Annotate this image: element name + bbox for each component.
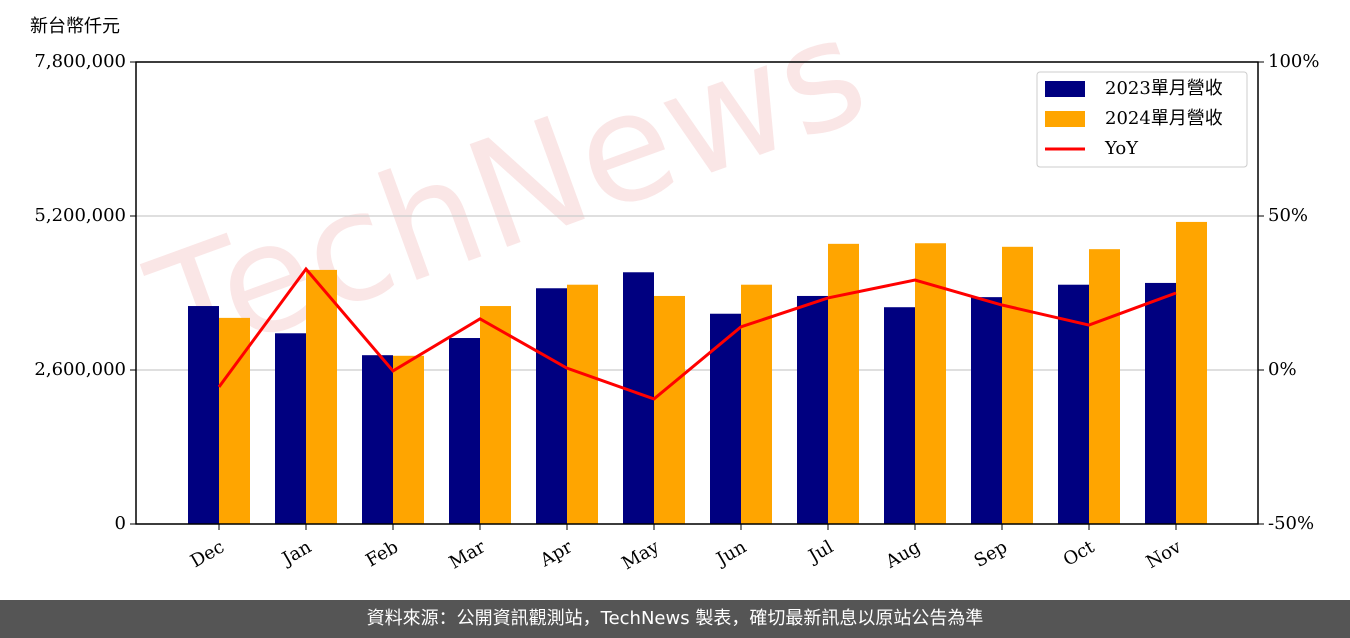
x-tick-label: Mar (446, 536, 490, 573)
y-tick-label: 2,600,000 (34, 359, 126, 380)
x-tick-label: Aug (881, 536, 924, 573)
bar (567, 284, 598, 524)
legend-label: 2024單月營收 (1105, 108, 1223, 129)
y-axis-label: 新台幣仟元 (30, 16, 120, 37)
bar (362, 355, 393, 524)
x-tick-label: Dec (187, 536, 228, 572)
bar (275, 333, 306, 524)
bar (1176, 221, 1207, 524)
bar (393, 355, 424, 524)
bar (188, 306, 219, 524)
legend-swatch (1045, 111, 1085, 127)
x-tick-label: Jul (803, 536, 837, 568)
bar (828, 243, 859, 525)
x-tick-label: Oct (1060, 536, 1099, 571)
y2-tick-label: -50% (1268, 513, 1314, 534)
legend-label: 2023單月營收 (1105, 78, 1223, 99)
legend-box (1036, 71, 1248, 168)
x-tick-label: Jan (277, 536, 315, 570)
bar (449, 338, 480, 524)
footer: 資料來源：公開資訊觀測站，TechNews 製表，確切最新訊息以原站公告為準 (0, 600, 1350, 638)
bar (1002, 246, 1033, 525)
bar (654, 295, 685, 524)
bar (536, 288, 567, 524)
y2-tick-label: 100% (1268, 51, 1319, 72)
bar (971, 297, 1002, 524)
bar (1145, 282, 1176, 524)
bar (480, 306, 511, 524)
bar (710, 313, 741, 524)
x-tick-label: Jun (711, 536, 750, 571)
bar (915, 243, 946, 524)
plot-frame (135, 61, 1259, 525)
bar (797, 295, 828, 524)
bar (884, 307, 915, 524)
line (217, 266, 1177, 401)
legend-swatch (1045, 81, 1085, 97)
x-tick-label: May (618, 536, 663, 574)
bar (1089, 249, 1120, 524)
bar (306, 269, 337, 524)
chart: TechNews 新台幣仟元 02,600,0005,200,0007,800,… (30, 0, 1319, 574)
x-tick-label: Apr (536, 536, 576, 571)
x-tick-label: Nov (1143, 536, 1186, 573)
legend-label: YoY (1104, 138, 1139, 159)
y-tick-label: 0 (115, 513, 126, 534)
x-tick-label: Sep (971, 536, 1011, 571)
x-tick-label: Feb (362, 536, 402, 571)
y-tick-label: 5,200,000 (34, 205, 126, 226)
y2-tick-label: 0% (1268, 359, 1297, 380)
y2-tick-label: 50% (1268, 205, 1308, 226)
y-tick-label: 7,800,000 (34, 51, 126, 72)
